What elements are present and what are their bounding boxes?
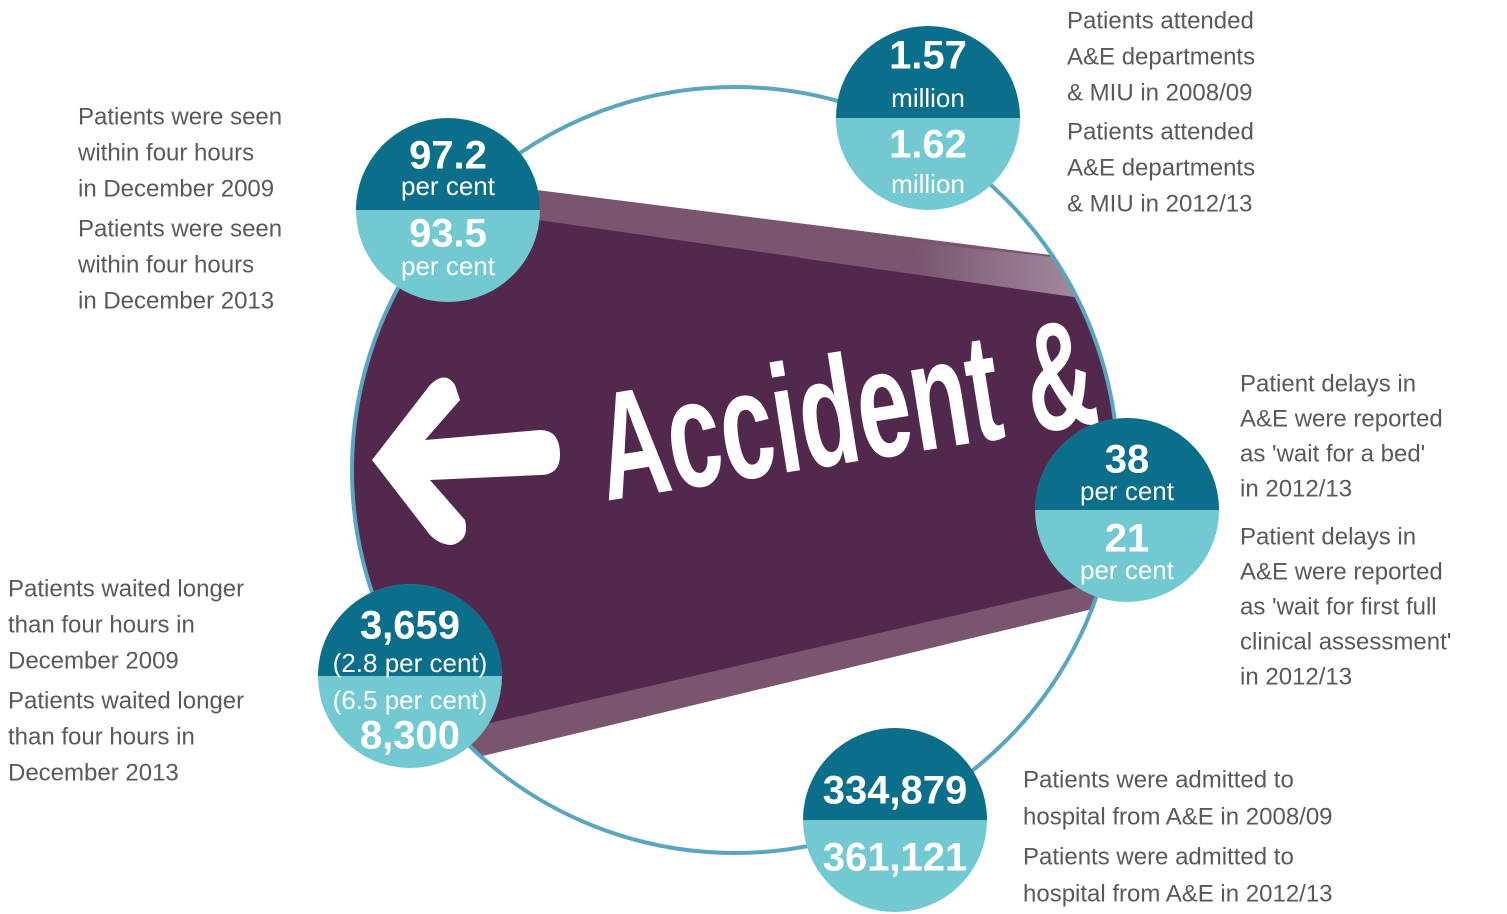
caption: Patients were admitted to [1023,843,1294,870]
caption: as 'wait for first full [1240,593,1437,620]
caption: A&E were reported [1240,558,1443,585]
caption: than four hours in [8,723,195,750]
caption: as 'wait for a bed' [1240,440,1425,467]
badge-unit: million [891,83,965,113]
caption: A&E were reported [1240,405,1443,432]
badge-value: 1.62 [889,123,967,167]
badge-value: 334,879 [823,769,968,813]
caption: Patient delays in [1240,370,1416,397]
caption: in December 2013 [78,287,274,314]
badge-unit: million [891,169,965,199]
caption: Patients waited longer [8,575,244,602]
caption: Patients were seen [78,103,282,130]
caption: within four hours [77,139,254,166]
caption: clinical assessment' [1240,628,1451,655]
caption: & MIU in 2012/13 [1067,190,1252,217]
caption: Patients attended [1067,118,1254,145]
badge-unit: per cent [401,171,496,201]
badge-unit: (2.8 per cent) [333,648,488,678]
caption: Patients waited longer [8,687,244,714]
badge-value: 93.5 [409,212,487,256]
badge-unit: per cent [1080,555,1175,585]
caption: Patients were seen [78,215,282,242]
caption: hospital from A&E in 2012/13 [1023,880,1333,907]
infographic: Accident & E 97.2per cent93.5per centPat… [0,0,1507,914]
caption: in 2012/13 [1240,663,1352,690]
badge-value: 8,300 [360,714,460,758]
caption: A&E departments [1067,43,1255,70]
caption: hospital from A&E in 2008/09 [1023,803,1333,830]
caption: than four hours in [8,611,195,638]
badge-value: 3,659 [360,604,460,648]
badge-unit: per cent [1080,476,1175,506]
caption: December 2013 [8,759,179,786]
badge-value: 361,121 [823,836,968,880]
caption: within four hours [77,251,254,278]
caption: Patient delays in [1240,523,1416,550]
badge-unit: (6.5 per cent) [333,685,488,715]
caption: Patients were admitted to [1023,766,1294,793]
caption: in December 2009 [78,175,274,202]
page: Accident & E 97.2per cent93.5per centPat… [0,0,1507,914]
caption: & MIU in 2008/09 [1067,79,1252,106]
badge-unit: per cent [401,251,496,281]
caption: in 2012/13 [1240,475,1352,502]
caption: A&E departments [1067,154,1255,181]
caption: Patients attended [1067,7,1254,34]
badge-value: 1.57 [889,34,967,78]
caption: December 2009 [8,647,179,674]
